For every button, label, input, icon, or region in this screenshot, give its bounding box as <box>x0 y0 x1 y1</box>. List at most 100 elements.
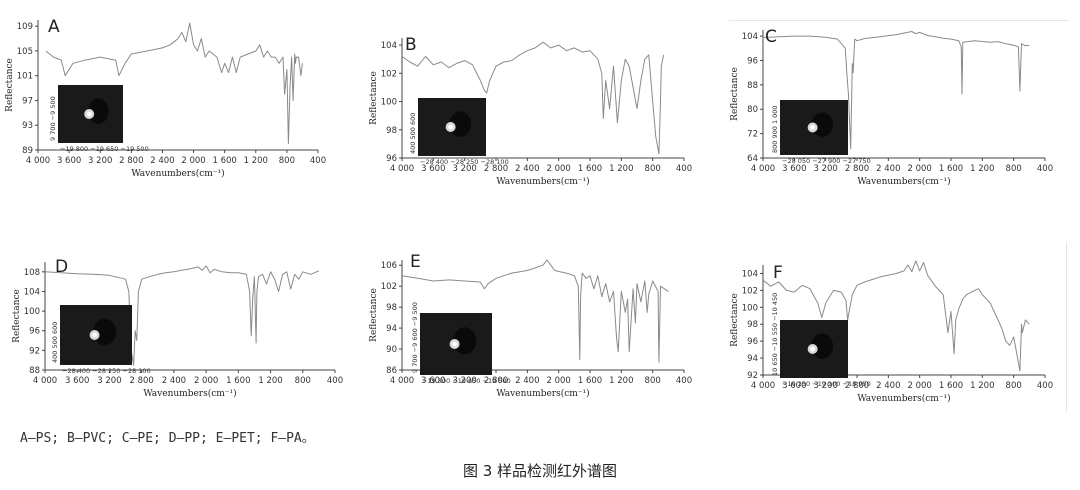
panel-letter: C <box>765 27 777 47</box>
inset-y-ticks: 9 700 −9 600 −9 500 <box>411 302 419 373</box>
x-axis-label: Wavenumbers(cm⁻¹) <box>857 393 950 404</box>
inset-particle-core <box>448 124 454 130</box>
inset-shadow <box>811 112 834 137</box>
y-tick-label: 98 <box>386 303 397 313</box>
chart-panel-b: 4 000 3 600 3 200 2 800 2 400 2 000 1 600 1 200… <box>360 30 700 195</box>
x-tick-label: 400 <box>310 156 326 166</box>
y-tick-label: 109 <box>17 22 33 32</box>
x-tick-label: 1 600 <box>939 381 963 391</box>
inset-x-ticks: −28 050 −27 900 −27 750 <box>782 157 871 165</box>
inset-y-ticks: 10 650 −10 550 −10 450 <box>771 293 779 376</box>
inset-x-ticks: −28 400 −28 250 −28 100 <box>420 158 509 166</box>
inset-x-ticks: −19 800 −19 650 −19 500 <box>422 377 511 385</box>
x-tick-label: 2 400 <box>876 164 900 174</box>
chart-panel-c: 4 000 3 600 3 200 2 800 2 400 2 000 1 600 1 200… <box>725 20 1065 190</box>
x-tick-label: 1 200 <box>609 164 633 174</box>
x-tick-label: 2 800 <box>484 376 508 386</box>
y-tick-label: 86 <box>386 366 397 376</box>
y-tick-label: 92 <box>747 371 758 381</box>
x-tick-label: 3 600 <box>421 376 445 386</box>
y-axis-label: Reflectance <box>12 289 22 343</box>
x-tick-label: 800 <box>1006 381 1022 391</box>
y-tick-label: 98 <box>747 320 758 330</box>
y-tick-label: 102 <box>742 286 758 296</box>
y-tick-label: 64 <box>747 154 758 164</box>
inset-shadow <box>811 333 834 359</box>
sample-legend: A—PS; B—PVC; C—PE; D—PP; E—PET; F—PA。 <box>20 431 315 446</box>
frame-line-f-right <box>1066 242 1067 412</box>
y-tick-label: 90 <box>386 345 397 355</box>
x-tick-label: 2 400 <box>876 381 900 391</box>
x-tick-label: 3 200 <box>97 376 121 386</box>
x-tick-label: 1 600 <box>578 376 602 386</box>
x-tick-label: 1 600 <box>578 164 602 174</box>
x-tick-label: 2 000 <box>181 156 205 166</box>
y-tick-label: 94 <box>747 354 758 364</box>
chart-svg-d: 4 000 3 600 3 200 2 800 2 400 2 000 1 600 1 200… <box>12 257 343 399</box>
inset-particle-core <box>86 111 92 117</box>
x-tick-label: 2 000 <box>194 376 218 386</box>
x-tick-label: 2 000 <box>907 381 931 391</box>
x-tick-label: 400 <box>1037 164 1053 174</box>
x-tick-label: 4 000 <box>390 376 414 386</box>
y-tick-label: 94 <box>386 324 397 334</box>
x-tick-label: 3 600 <box>65 376 89 386</box>
y-tick-label: 104 <box>24 287 40 297</box>
spectrum-line <box>44 265 320 366</box>
y-tick-label: 98 <box>386 126 397 136</box>
x-tick-label: 800 <box>645 164 661 174</box>
inset-particle-core <box>92 332 97 338</box>
y-tick-label: 100 <box>381 98 397 108</box>
inset-y-ticks: 800 900 1 000 <box>771 105 779 153</box>
x-tick-label: 800 <box>1006 164 1022 174</box>
chart-panel-e: 4 000 3 600 3 200 2 800 2 400 2 000 1 600 1 200… <box>360 245 700 410</box>
x-tick-label: 2 800 <box>845 164 869 174</box>
x-tick-label: 3 200 <box>813 381 837 391</box>
y-tick-label: 96 <box>747 337 758 347</box>
x-tick-label: 2 800 <box>484 164 508 174</box>
chart-svg-a: 4 000 3 600 3 200 2 800 2 400 2 000 1 600 1 200… <box>5 17 326 179</box>
panel-letter: F <box>773 263 783 283</box>
x-tick-label: 4 000 <box>390 164 414 174</box>
y-tick-label: 88 <box>747 81 758 91</box>
y-axis-label: Reflectance <box>5 58 15 112</box>
panel-letter: E <box>410 252 421 272</box>
x-tick-label: 3 200 <box>813 164 837 174</box>
figure-caption: 图 3 样品检测红外谱图 <box>462 462 618 480</box>
x-tick-label: 3 600 <box>782 164 806 174</box>
inset-x-ticks: −19 250 −19 100 −18 950 <box>782 380 871 388</box>
x-tick-label: 400 <box>327 376 343 386</box>
y-tick-label: 102 <box>381 69 397 79</box>
x-tick-label: 400 <box>676 164 692 174</box>
inset-y-ticks: 400 500 600 <box>409 113 417 154</box>
panel-letter: D <box>55 257 68 277</box>
inset-y-ticks: 400 500 600 <box>51 322 59 363</box>
x-tick-label: 2 400 <box>150 156 174 166</box>
y-tick-label: 96 <box>747 56 758 66</box>
x-tick-label: 2 000 <box>546 376 570 386</box>
x-axis-label: Wavenumbers(cm⁻¹) <box>143 388 236 399</box>
x-tick-label: 2 800 <box>129 376 153 386</box>
spectrum-line <box>401 41 665 155</box>
x-tick-label: 1 600 <box>226 376 250 386</box>
x-tick-label: 800 <box>645 376 661 386</box>
x-tick-label: 2 400 <box>162 376 186 386</box>
x-tick-label: 2 800 <box>845 381 869 391</box>
y-tick-label: 80 <box>747 105 758 115</box>
x-tick-label: 3 200 <box>88 156 112 166</box>
spectrum-line <box>762 260 1030 372</box>
inset-x-ticks: −28 400 −28 250 −28 100 <box>62 367 151 375</box>
inset-shadow <box>453 327 477 355</box>
x-tick-label: 1 200 <box>258 376 282 386</box>
chart-panel-d: 4 000 3 600 3 200 2 800 2 400 2 000 1 600 1 200… <box>0 250 355 405</box>
y-tick-label: 108 <box>24 268 40 278</box>
x-tick-label: 800 <box>295 376 311 386</box>
x-tick-label: 2 400 <box>515 376 539 386</box>
x-tick-label: 4 000 <box>26 156 50 166</box>
x-tick-label: 4 000 <box>751 381 775 391</box>
x-axis-label: Wavenumbers(cm⁻¹) <box>496 176 589 187</box>
inset-shadow <box>93 318 117 346</box>
x-tick-label: 4 000 <box>751 164 775 174</box>
x-tick-label: 2 400 <box>515 164 539 174</box>
chart-svg-c: 4 000 3 600 3 200 2 800 2 400 2 000 1 600 1 200… <box>730 27 1053 187</box>
